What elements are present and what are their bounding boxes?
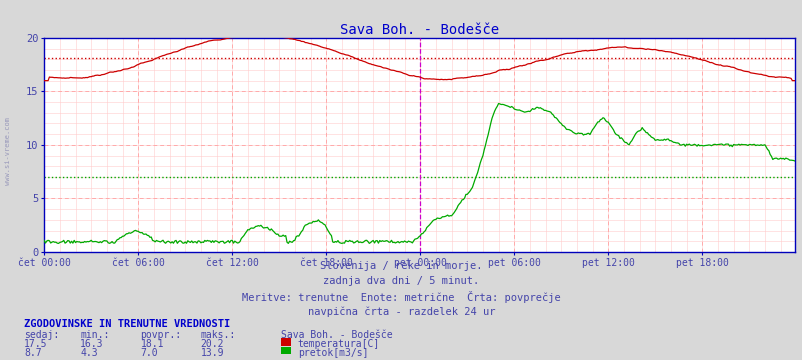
Text: Meritve: trenutne  Enote: metrične  Črta: povprečje: Meritve: trenutne Enote: metrične Črta: … [242,291,560,303]
Text: ZGODOVINSKE IN TRENUTNE VREDNOSTI: ZGODOVINSKE IN TRENUTNE VREDNOSTI [24,319,230,329]
Text: Sava Boh. - Bodešče: Sava Boh. - Bodešče [281,330,392,341]
Text: 16.3: 16.3 [80,339,103,350]
Text: min.:: min.: [80,330,110,341]
Text: www.si-vreme.com: www.si-vreme.com [5,117,11,185]
Text: povpr.:: povpr.: [140,330,181,341]
Text: 7.0: 7.0 [140,348,158,358]
Text: zadnja dva dni / 5 minut.: zadnja dva dni / 5 minut. [323,276,479,286]
Text: 20.2: 20.2 [200,339,224,350]
Text: maks.:: maks.: [200,330,236,341]
Title: Sava Boh. - Bodešče: Sava Boh. - Bodešče [339,23,499,37]
Text: Slovenija / reke in morje.: Slovenija / reke in morje. [320,261,482,271]
Text: 17.5: 17.5 [24,339,47,350]
Text: 4.3: 4.3 [80,348,98,358]
Text: 13.9: 13.9 [200,348,224,358]
Text: 8.7: 8.7 [24,348,42,358]
Text: 18.1: 18.1 [140,339,164,350]
Text: pretok[m3/s]: pretok[m3/s] [298,348,368,358]
Text: sedaj:: sedaj: [24,330,59,341]
Text: navpična črta - razdelek 24 ur: navpična črta - razdelek 24 ur [307,306,495,317]
Text: temperatura[C]: temperatura[C] [298,339,379,350]
